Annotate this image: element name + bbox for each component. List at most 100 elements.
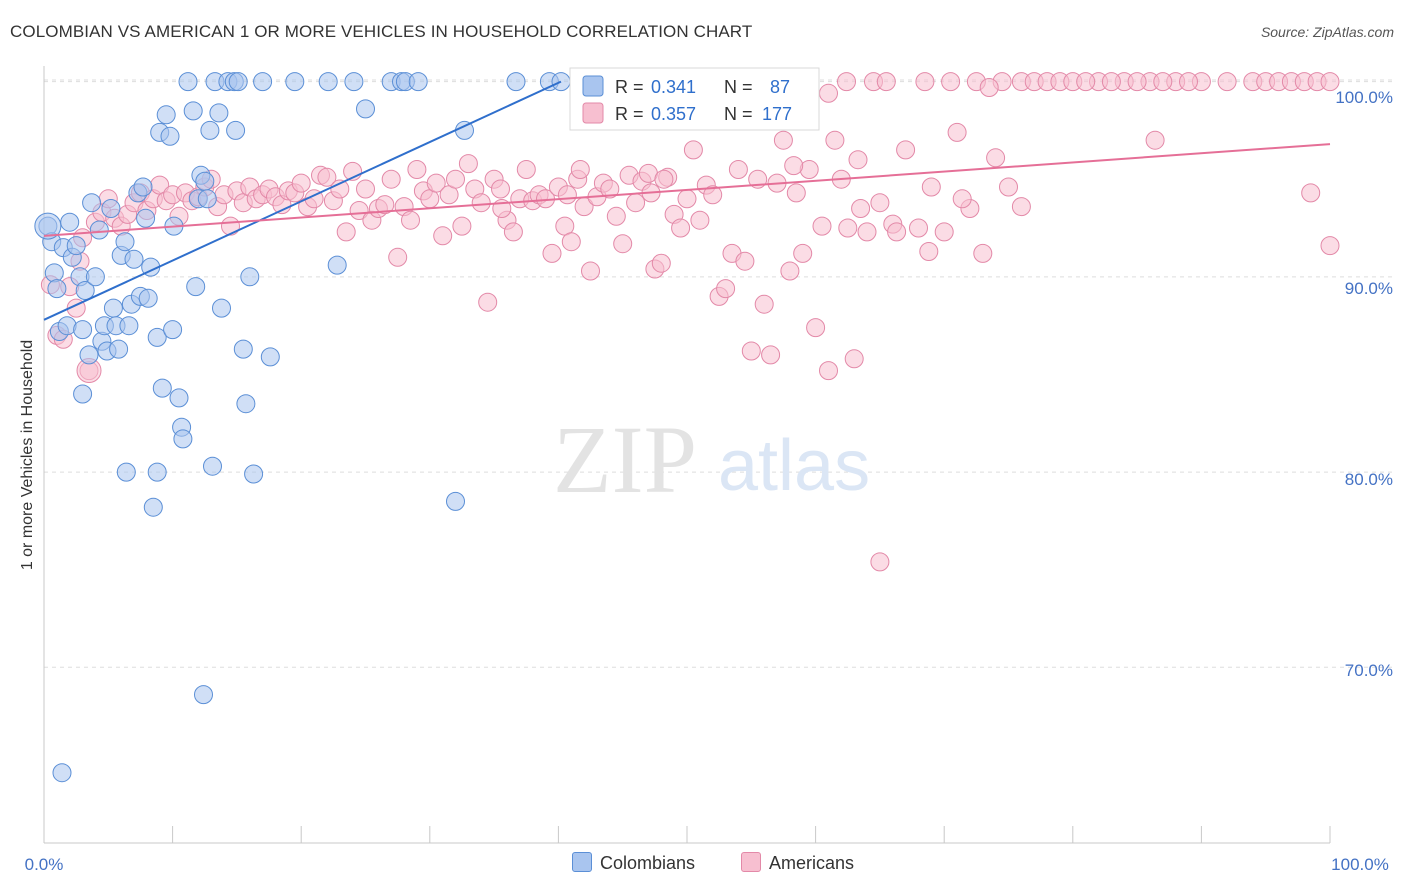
y-tick-label: 70.0% bbox=[1345, 661, 1393, 680]
americans-point bbox=[806, 318, 826, 338]
americans-point bbox=[979, 78, 999, 97]
colombians-point bbox=[173, 429, 193, 449]
colombians-point bbox=[85, 267, 105, 287]
colombians-point bbox=[73, 384, 93, 404]
americans-point bbox=[773, 130, 793, 150]
legend-label-colombians: Colombians bbox=[600, 853, 696, 873]
americans-point bbox=[600, 179, 620, 199]
colombians-point bbox=[60, 212, 80, 232]
americans-point bbox=[581, 261, 600, 281]
americans-point bbox=[844, 349, 864, 369]
colombians-points bbox=[34, 72, 571, 783]
watermark-zip: ZIP bbox=[553, 406, 697, 513]
y-tick-label: 100.0% bbox=[1335, 88, 1393, 107]
americans-point bbox=[870, 552, 890, 572]
legend-n-label: N = bbox=[724, 77, 753, 97]
legend-swatch-colombians bbox=[572, 852, 592, 872]
americans-point bbox=[1011, 197, 1031, 217]
colombians-point bbox=[52, 763, 72, 783]
americans-point bbox=[407, 160, 427, 179]
colombians-point bbox=[344, 72, 364, 92]
americans-point bbox=[703, 185, 723, 205]
colombians-point bbox=[147, 327, 167, 347]
colombians-point bbox=[236, 394, 256, 414]
americans-point bbox=[671, 218, 691, 238]
americans-point bbox=[677, 189, 697, 209]
colombians-point bbox=[253, 72, 273, 92]
colombians-point bbox=[119, 316, 139, 336]
americans-point bbox=[1153, 72, 1173, 92]
colombians-point bbox=[143, 497, 163, 517]
americans-point bbox=[848, 150, 868, 170]
colombians-point bbox=[169, 388, 189, 408]
legend-n-value: 87 bbox=[770, 77, 790, 97]
americans-point bbox=[838, 218, 858, 238]
americans-point bbox=[728, 160, 748, 179]
colombians-point bbox=[34, 212, 62, 240]
americans-point bbox=[999, 177, 1018, 197]
colombians-point bbox=[408, 72, 428, 92]
americans-point bbox=[870, 193, 890, 213]
americans-point bbox=[426, 173, 446, 193]
legend-n-label: N = bbox=[724, 104, 753, 124]
tick-labels: 0.0% 100.0% 70.0% 80.0% 90.0% 100.0% bbox=[25, 88, 1393, 874]
colombians-point bbox=[79, 345, 99, 365]
colombians-point bbox=[506, 72, 526, 92]
americans-point bbox=[349, 201, 369, 220]
colombians-point bbox=[152, 378, 172, 398]
americans-point bbox=[986, 148, 1006, 168]
legend-r-label: R = bbox=[615, 77, 644, 97]
legend-item-colombians: Colombians bbox=[572, 852, 695, 874]
americans-point bbox=[446, 169, 465, 189]
colombians-point bbox=[183, 101, 203, 121]
colombians-point bbox=[89, 220, 109, 240]
americans-point bbox=[1217, 72, 1237, 92]
legend-swatch-americans bbox=[741, 852, 761, 872]
americans-point bbox=[837, 72, 856, 92]
americans-point bbox=[825, 130, 845, 150]
americans-point bbox=[921, 177, 941, 197]
colombians-point bbox=[195, 171, 215, 191]
colombians-point bbox=[186, 277, 206, 297]
legend-r-value: 0.357 bbox=[651, 104, 696, 124]
americans-point bbox=[452, 216, 472, 236]
y-tick-label: 90.0% bbox=[1345, 279, 1393, 298]
colombians-point bbox=[44, 263, 64, 283]
gridlines bbox=[44, 79, 1395, 668]
x-tick-label: 100.0% bbox=[1331, 855, 1389, 874]
colombians-point bbox=[163, 320, 183, 340]
legend-r-value: 0.341 bbox=[651, 77, 696, 97]
colombians-point bbox=[147, 462, 167, 482]
colombians-point bbox=[194, 685, 213, 705]
colombians-point bbox=[260, 347, 280, 367]
americans-point bbox=[336, 222, 356, 242]
watermark-atlas: atlas bbox=[718, 426, 870, 506]
americans-point bbox=[458, 154, 478, 174]
americans-point bbox=[819, 83, 838, 103]
legend-n-value: 177 bbox=[762, 104, 792, 124]
trend-lines bbox=[43, 80, 1331, 321]
americans-point bbox=[887, 222, 907, 242]
americans-point bbox=[741, 341, 761, 361]
americans-point bbox=[793, 243, 813, 263]
americans-point bbox=[291, 173, 311, 193]
americans-point bbox=[557, 185, 577, 205]
americans-point bbox=[851, 199, 871, 218]
americans-point bbox=[735, 251, 755, 271]
americans-point bbox=[478, 292, 498, 312]
americans-point bbox=[401, 210, 420, 230]
americans-point bbox=[356, 179, 375, 199]
legend-label-americans: Americans bbox=[769, 853, 855, 873]
legend-swatch-americans bbox=[582, 102, 604, 124]
americans-point bbox=[754, 294, 774, 314]
colombians-point bbox=[318, 72, 338, 92]
americans-point bbox=[812, 216, 832, 236]
colombians-point bbox=[240, 267, 260, 287]
chart-title: COLOMBIAN VS AMERICAN 1 OR MORE VEHICLES… bbox=[10, 22, 753, 41]
americans-point bbox=[503, 222, 523, 242]
americans-point bbox=[941, 72, 961, 92]
americans-point bbox=[973, 243, 993, 263]
colombians-point bbox=[101, 199, 121, 218]
colombians-point bbox=[103, 298, 123, 318]
americans-point bbox=[1127, 72, 1147, 92]
